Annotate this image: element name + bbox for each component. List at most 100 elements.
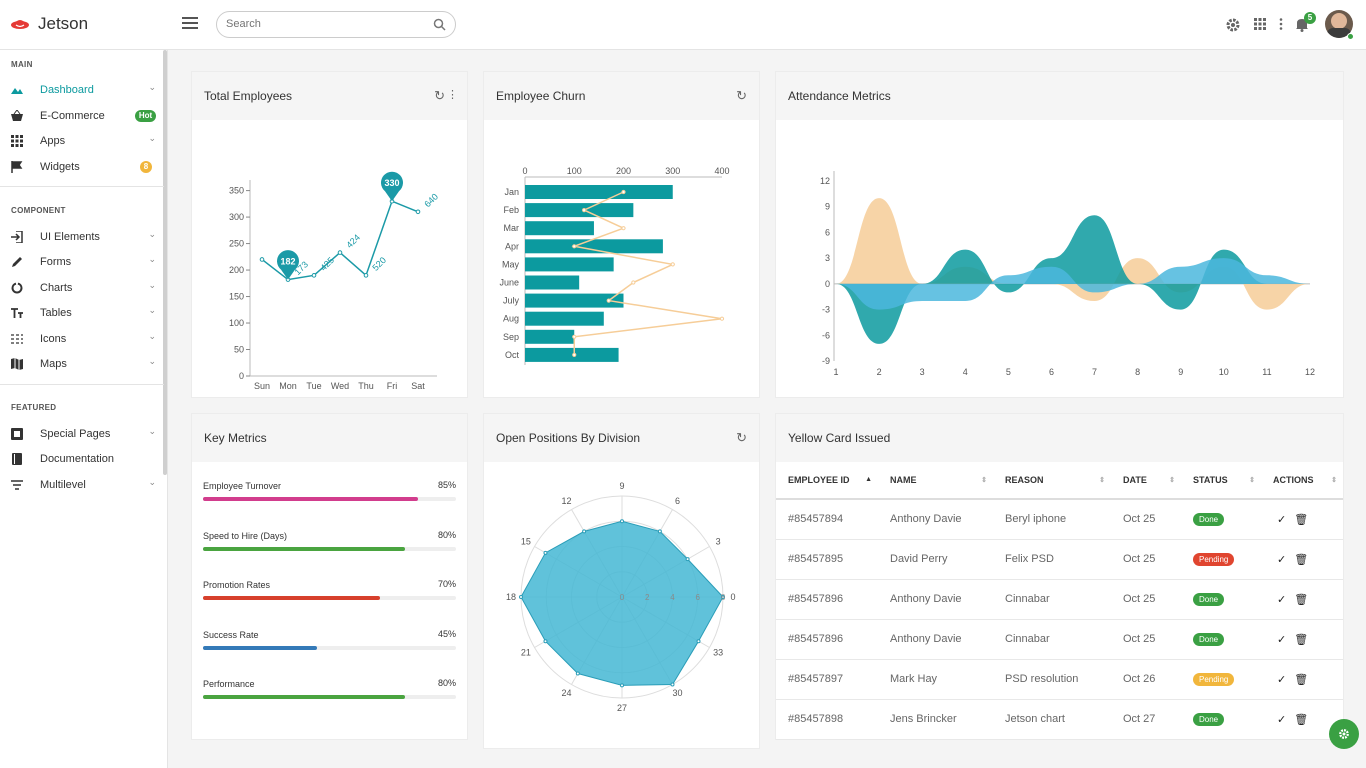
search-box[interactable]: [216, 11, 456, 38]
y-tick-label: May: [502, 259, 520, 269]
cell-actions: ✓ 🗑: [1261, 619, 1343, 660]
column-header-date[interactable]: DATE ⇕: [1111, 462, 1181, 500]
sort-asc-icon[interactable]: ▲: [865, 476, 872, 483]
refresh-icon[interactable]: ↻: [434, 88, 445, 103]
series-line: [571, 191, 723, 355]
radar-area: [520, 520, 724, 686]
sidebar-item-forms[interactable]: Forms ⌄: [0, 250, 164, 274]
trash-icon[interactable]: 🗑: [1294, 553, 1309, 566]
card-header: Attendance Metrics: [776, 72, 1343, 120]
trash-icon[interactable]: 🗑: [1294, 593, 1309, 606]
trash-icon[interactable]: 🗑: [1294, 633, 1309, 646]
employee-churn-card: Employee Churn ↻ 0 100 200 300 400 Jan Feb Mar A…: [483, 71, 760, 398]
status-badge: Pending: [1193, 672, 1235, 686]
cell-reason: Felix PSD: [993, 539, 1111, 580]
data-label: 520: [370, 255, 388, 273]
icons-icon: [11, 334, 23, 344]
x-tick-label: 100: [567, 166, 582, 176]
more-vertical-icon[interactable]: [1279, 18, 1283, 30]
trash-icon[interactable]: 🗑: [1294, 673, 1309, 686]
sidebar-item-tables[interactable]: Tables ⌄: [0, 301, 164, 325]
sort-icon[interactable]: ⇕: [1169, 477, 1175, 484]
check-icon[interactable]: ✓: [1277, 513, 1287, 526]
app-name: Jetson: [38, 14, 89, 33]
check-icon[interactable]: ✓: [1277, 633, 1287, 646]
apps-grid-icon[interactable]: [1254, 18, 1266, 30]
table-body: #85457894 Anthony Davie Beryl iphone Oct 25…: [776, 499, 1343, 740]
search-input[interactable]: [226, 18, 426, 30]
sidebar-item-widgets[interactable]: Widgets 8: [0, 155, 164, 179]
check-icon[interactable]: ✓: [1277, 553, 1287, 566]
chevron-down-icon: ⌄: [148, 356, 156, 366]
settings-gear-icon[interactable]: [1225, 17, 1241, 33]
total-employees-line-chart: 0 50 100 150 200 250 300 350 Sun Mon Tue Wed Thu Fri S…: [229, 171, 440, 391]
table-row[interactable]: #85457896 Anthony Davie Cinnabar Oct 25 Done…: [776, 619, 1343, 660]
table-row[interactable]: #85457896 Anthony Davie Cinnabar Oct 25 Done…: [776, 579, 1343, 620]
sidebar-item-apps[interactable]: Apps ⌄: [0, 129, 164, 153]
data-label: 424: [344, 232, 362, 250]
cell-status: Done: [1181, 699, 1261, 740]
table-row[interactable]: #85457897 Mark Hay PSD resolution Oct 26 Pen…: [776, 659, 1343, 700]
cell-name: David Perry: [878, 539, 993, 580]
table-row[interactable]: #85457898 Jens Brincker Jetson chart Oct 27…: [776, 699, 1343, 740]
table-row[interactable]: #85457895 David Perry Felix PSD Oct 25 Pendi…: [776, 539, 1343, 580]
cell-status: Done: [1181, 579, 1261, 620]
app-logo[interactable]: Jetson: [10, 14, 88, 34]
sidebar-item-documentation[interactable]: Documentation: [0, 447, 164, 471]
sidebar-item-multilevel[interactable]: Multilevel ⌄: [0, 473, 164, 497]
data-point: [363, 273, 369, 278]
radial-tick-label: 0: [620, 593, 625, 602]
sort-icon[interactable]: ⇕: [1331, 477, 1337, 484]
sidebar-item-icons[interactable]: Icons ⌄: [0, 327, 164, 351]
table-row[interactable]: #85457894 Anthony Davie Beryl iphone Oct 25…: [776, 499, 1343, 540]
status-badge: Done: [1193, 512, 1225, 526]
status-badge: Done: [1193, 712, 1225, 726]
search-icon[interactable]: [433, 18, 446, 31]
settings-fab-button[interactable]: [1329, 719, 1359, 749]
y-tick-label: -6: [822, 330, 830, 340]
sort-icon[interactable]: ⇕: [981, 477, 987, 484]
sidebar-item-dashboard[interactable]: Dashboard ⌄: [0, 78, 164, 102]
check-icon[interactable]: ✓: [1277, 593, 1287, 606]
pencil-icon: [12, 257, 22, 267]
map-icon: [11, 358, 23, 370]
x-tick-label: 9: [1178, 367, 1183, 377]
dashboard-icon: [11, 88, 23, 94]
refresh-icon[interactable]: ↻: [736, 430, 747, 445]
sidebar-item-special-pages[interactable]: Special Pages ⌄: [0, 422, 164, 446]
sidebar-scrollbar[interactable]: [163, 50, 167, 475]
flag-icon: [11, 161, 23, 173]
sidebar-item-label: Multilevel: [40, 479, 86, 491]
data-point: [696, 639, 701, 644]
column-header-reason[interactable]: REASON ⇕: [993, 462, 1111, 500]
column-header-employee-id[interactable]: EMPLOYEE ID ▲: [776, 462, 878, 500]
widgets-count-badge: 8: [140, 161, 152, 173]
axis-label: 3: [716, 537, 721, 547]
menu-toggle-icon[interactable]: [182, 17, 198, 29]
x-tick-label: 4: [963, 367, 968, 377]
more-vertical-icon[interactable]: ⋮: [447, 89, 458, 101]
column-header-name[interactable]: NAME ⇕: [878, 462, 993, 500]
sort-icon[interactable]: ⇕: [1249, 477, 1255, 484]
y-tick-label: -3: [822, 305, 830, 315]
sidebar-item-ecommerce[interactable]: E-Commerce Hot: [0, 104, 164, 128]
section-label-main: MAIN: [11, 60, 33, 69]
refresh-icon[interactable]: ↻: [736, 88, 747, 103]
sort-icon[interactable]: ⇕: [1099, 477, 1105, 484]
sidebar-item-ui-elements[interactable]: UI Elements ⌄: [0, 225, 164, 249]
check-icon[interactable]: ✓: [1277, 713, 1287, 726]
column-header-actions[interactable]: ACTIONS ⇕: [1261, 462, 1343, 500]
column-header-status[interactable]: STATUS ⇕: [1181, 462, 1261, 500]
pin-marker: [381, 171, 403, 202]
metric-label: Employee Turnover: [203, 481, 282, 491]
sidebar-item-maps[interactable]: Maps ⌄: [0, 352, 164, 376]
data-point: [606, 298, 611, 303]
sidebar-item-charts[interactable]: Charts ⌄: [0, 276, 164, 300]
y-tick-label: June: [499, 278, 519, 288]
trash-icon[interactable]: 🗑: [1294, 713, 1309, 726]
card-title: Open Positions By Division: [496, 431, 641, 445]
trash-icon[interactable]: 🗑: [1294, 513, 1309, 526]
user-avatar[interactable]: [1325, 10, 1353, 38]
check-icon[interactable]: ✓: [1277, 673, 1287, 686]
